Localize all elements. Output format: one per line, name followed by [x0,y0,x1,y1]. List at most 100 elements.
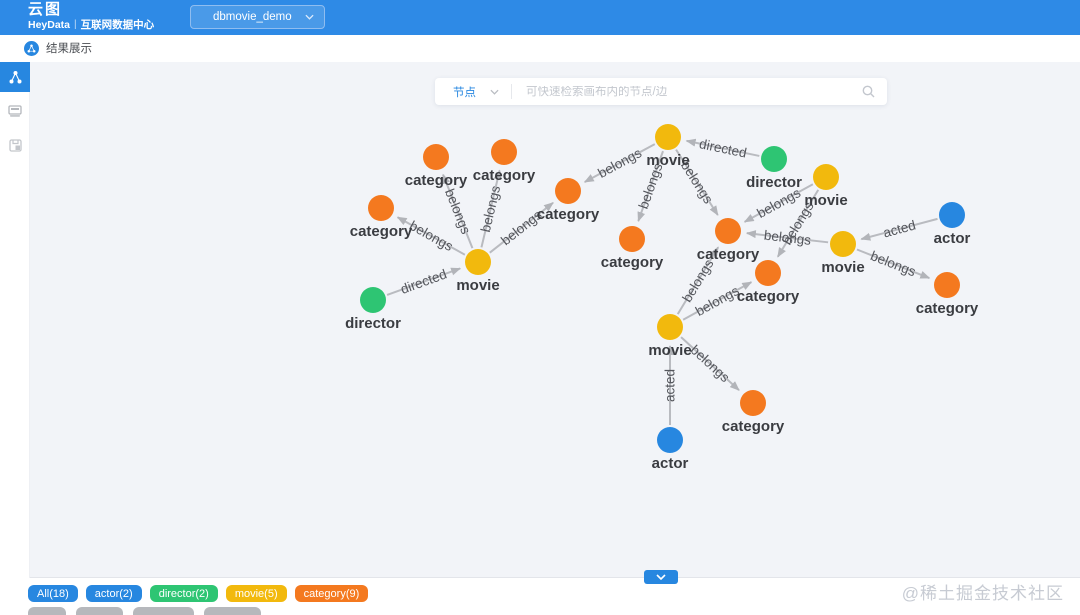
chevron-down-icon [490,89,499,95]
graph-edge-directed [386,267,462,296]
graph-edge-belongs [489,201,554,254]
node-label: category [601,254,664,271]
graph-edge-belongs [583,143,656,183]
graph-node-actor[interactable] [939,202,965,228]
muted-badge[interactable] [133,607,194,615]
graph-node-category[interactable] [934,272,960,298]
edges-layer [386,138,938,425]
search-input[interactable] [512,85,862,98]
graph-node-category[interactable] [715,218,741,244]
graph-node-category[interactable] [368,195,394,221]
node-label: movie [646,152,689,169]
result-tab-label: 结果展示 [46,43,92,55]
edge-label: acted [882,217,918,240]
graph-node-category[interactable] [740,390,766,416]
sidebar-item-save[interactable] [0,130,30,160]
graph-node-director[interactable] [761,146,787,172]
left-sidebar [0,62,30,578]
graph-node-movie[interactable] [657,314,683,340]
legend-badge[interactable]: actor(2) [85,585,142,602]
graph-edge-belongs [675,149,719,216]
logo-title: 云图 [28,1,63,18]
tab-row: 结果展示 [0,35,1080,62]
legend-badge[interactable]: category(9) [294,585,369,602]
nodes-layer: moviemoviemoviemoviemoviedirectordirecto… [345,124,979,472]
graph-edge-belongs [745,230,829,244]
dataset-dropdown-value: dbmovie_demo [213,11,292,23]
node-label: movie [456,277,499,294]
legend-muted-row [28,607,261,615]
node-label: movie [648,342,691,359]
logo-tagline: 互联网数据中心 [80,19,155,31]
legend-badge[interactable]: movie(5) [225,585,287,602]
legend-badge[interactable]: All(18) [28,585,78,602]
node-label: category [722,418,785,435]
collapse-panel-button[interactable] [644,570,678,584]
graph-node-category[interactable] [491,139,517,165]
legend-badge[interactable]: director(2) [149,585,218,602]
graph-node-director[interactable] [360,287,386,313]
muted-badge[interactable] [204,607,261,615]
node-label: category [473,167,536,184]
muted-badge[interactable] [28,607,66,615]
edge-label: belongs [407,218,456,254]
edge-label: belongs [442,187,474,237]
graph-edge-belongs [480,169,502,248]
graph-node-category[interactable] [555,178,581,204]
edge-label: belongs [763,228,812,248]
node-label: movie [821,259,864,276]
result-display-icon [24,40,39,56]
graph-edge-belongs [856,248,931,279]
graph-node-category[interactable] [423,144,449,170]
node-label: category [697,246,760,263]
search-icon[interactable] [862,85,875,98]
graph-node-actor[interactable] [657,427,683,453]
node-label: category [916,300,979,317]
search-type-value: 节点 [453,86,476,99]
node-label: actor [934,230,971,247]
search-divider [511,84,512,99]
node-label: movie [804,192,847,209]
edge-label: belongs [868,248,918,279]
sidebar-item-network-view[interactable] [0,62,30,92]
legend-badge-row: All(18) actor(2) director(2) movie(5) catego… [28,585,369,602]
edge-label: directed [398,266,448,296]
edge-label: belongs [595,145,644,181]
graph-node-category[interactable] [755,260,781,286]
edge-label: belongs [478,184,504,234]
panel-icon [8,105,22,117]
logo-brand: HeyData [28,19,71,31]
node-label: actor [652,455,689,472]
sidebar-item-panel[interactable] [0,96,30,126]
graph-edge-belongs [396,216,466,256]
node-label: director [345,315,401,332]
save-icon [8,138,22,152]
graph-node-movie[interactable] [655,124,681,150]
graph-edge-directed [685,138,760,157]
graph-edge-acted [860,217,938,241]
edge-label: belongs [688,342,733,385]
dataset-dropdown[interactable]: dbmovie_demo [190,5,325,29]
graph-edge-belongs [637,150,664,223]
canvas-search-bar: 节点 [435,78,887,105]
bottom-bar: All(18) actor(2) director(2) movie(5) catego… [0,578,1080,615]
graph-node-movie[interactable] [813,164,839,190]
graph-edge-belongs [680,336,740,391]
app-logo: 云图 HeyData | 互联网数据中心 [28,2,154,31]
graph-node-category[interactable] [619,226,645,252]
muted-badge[interactable] [76,607,123,615]
graph-node-movie[interactable] [830,231,856,257]
node-label: category [405,172,468,189]
node-label: category [537,206,600,223]
search-type-dropdown[interactable]: 节点 [435,84,511,100]
network-graph-icon [9,70,21,83]
graph-canvas[interactable]: belongs belongs belongs belongs directed belo… [30,62,1080,584]
graph-node-movie[interactable] [465,249,491,275]
graph-edge-belongs [682,281,753,321]
graph-edge-belongs [743,183,814,223]
node-label: category [350,223,413,240]
tab-result-display[interactable]: 结果展示 [24,40,92,56]
chevron-down-icon [656,574,666,580]
